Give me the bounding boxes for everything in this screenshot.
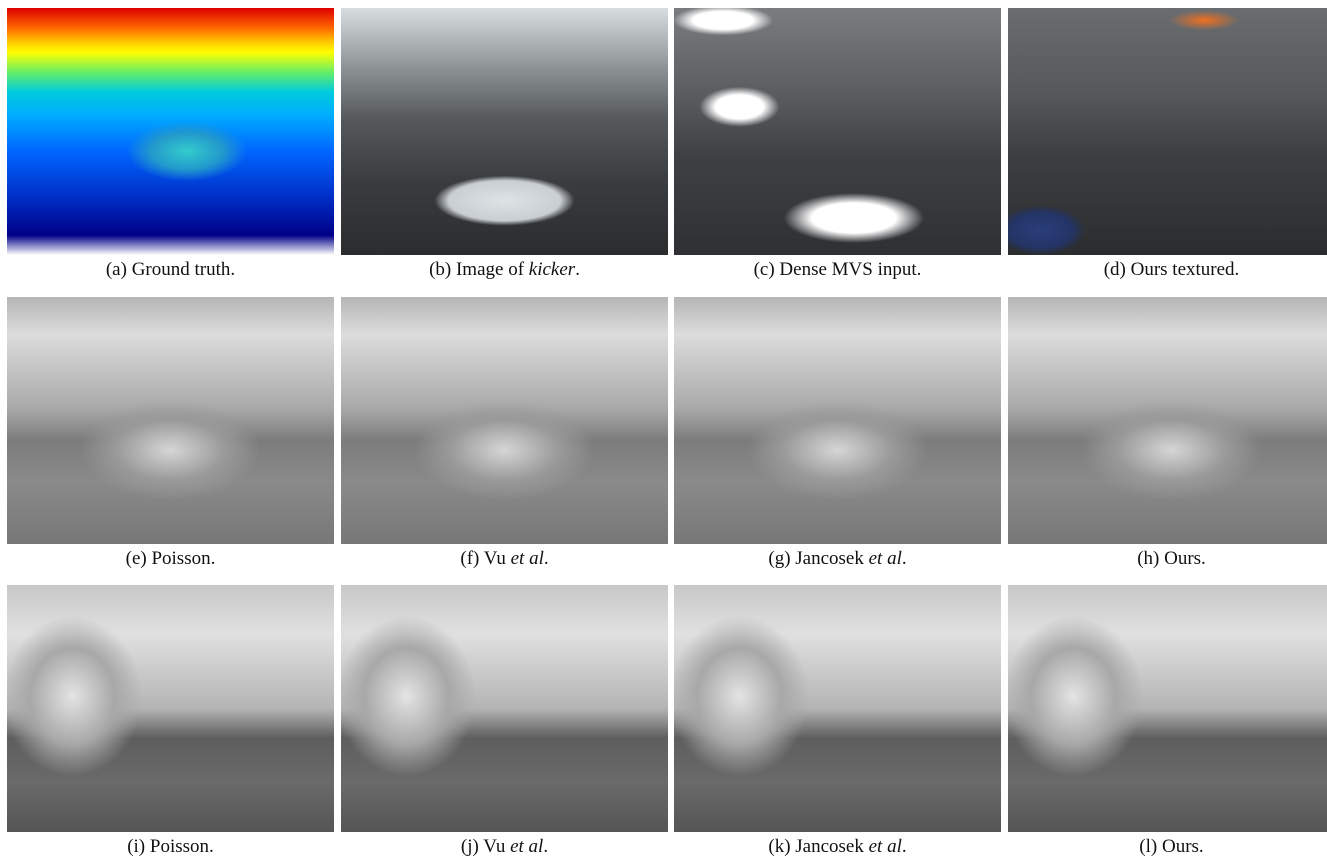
caption-text: et al xyxy=(868,548,902,569)
caption-text: et al xyxy=(510,548,544,569)
caption-text: (i) Poisson. xyxy=(127,836,214,857)
caption-text: (c) Dense MVS input. xyxy=(753,259,922,280)
panel-image xyxy=(7,8,334,255)
panel-image xyxy=(341,585,668,832)
caption-text: et al xyxy=(868,836,902,857)
caption-text: . xyxy=(901,836,907,857)
caption-text: . xyxy=(543,548,549,569)
panel-caption: (h) Ours. xyxy=(1008,546,1327,572)
panel-image xyxy=(7,585,334,832)
caption-text: . xyxy=(575,259,580,280)
panel-image xyxy=(1008,585,1327,832)
panel-caption: (i) Poisson. xyxy=(7,834,334,858)
panel-caption: (k) Jancosek et al. xyxy=(674,834,1001,858)
caption-text: (j) Vu xyxy=(460,836,511,857)
caption-text: (l) Ours. xyxy=(1139,836,1204,857)
panel-caption: (d) Ours textured. xyxy=(1008,257,1327,283)
panel-caption: (b) Image of kicker. xyxy=(341,257,668,283)
panel-image xyxy=(341,8,668,255)
panel-caption: (e) Poisson. xyxy=(7,546,334,572)
panel-caption: (f) Vu et al. xyxy=(341,546,668,572)
caption-text: (e) Poisson. xyxy=(125,548,216,569)
panel-image xyxy=(674,585,1001,832)
caption-text: . xyxy=(543,836,549,857)
panel-image xyxy=(1008,8,1327,255)
panel-caption: (g) Jancosek et al. xyxy=(674,546,1001,572)
caption-text: (g) Jancosek xyxy=(768,548,869,569)
panel-caption: (c) Dense MVS input. xyxy=(674,257,1001,283)
caption-text: (h) Ours. xyxy=(1137,548,1206,569)
caption-text: (f) Vu xyxy=(460,548,511,569)
panel-image xyxy=(674,8,1001,255)
panel-caption: (l) Ours. xyxy=(1008,834,1327,858)
caption-text: kicker xyxy=(528,259,576,280)
panel-caption: (a) Ground truth. xyxy=(7,257,334,283)
panel-image xyxy=(7,297,334,544)
panel-image xyxy=(341,297,668,544)
panel-caption: (j) Vu et al. xyxy=(341,834,668,858)
caption-text: (k) Jancosek xyxy=(768,836,869,857)
caption-text: . xyxy=(901,548,907,569)
caption-text: (b) Image of xyxy=(429,259,529,280)
caption-text: (a) Ground truth. xyxy=(105,259,236,280)
caption-text: et al xyxy=(510,836,544,857)
panel-image xyxy=(674,297,1001,544)
caption-text: (d) Ours textured. xyxy=(1103,259,1240,280)
panel-image xyxy=(1008,297,1327,544)
